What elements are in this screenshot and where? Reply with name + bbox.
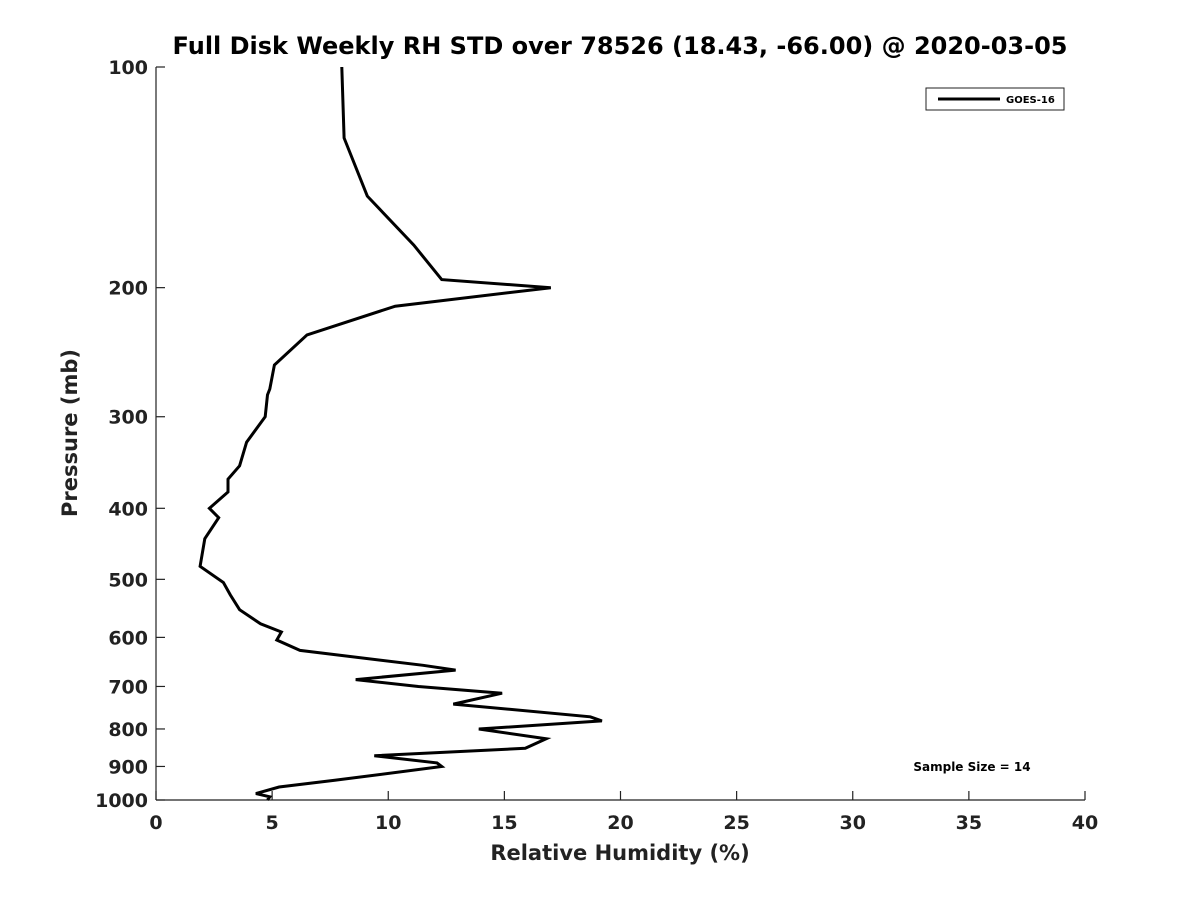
axes bbox=[155, 67, 1085, 801]
y-tick-label: 900 bbox=[108, 756, 148, 778]
y-tick-label: 200 bbox=[108, 278, 148, 300]
x-tick-label: 5 bbox=[266, 812, 279, 834]
legend: GOES-16 bbox=[925, 87, 1065, 111]
y-tick-label: 300 bbox=[108, 407, 148, 429]
y-tick-label: 600 bbox=[108, 627, 148, 649]
y-tick-label: 800 bbox=[108, 719, 148, 741]
series-layer bbox=[198, 66, 603, 801]
x-tick-label: 25 bbox=[723, 812, 749, 834]
sample-size-annotation: Sample Size = 14 bbox=[913, 760, 1030, 774]
x-tick-label: 20 bbox=[607, 812, 633, 834]
chart-title: Full Disk Weekly RH STD over 78526 (18.4… bbox=[173, 32, 1068, 60]
series-line-goes-16 bbox=[198, 66, 603, 801]
x-tick-label: 0 bbox=[149, 812, 162, 834]
x-tick-label: 15 bbox=[491, 812, 517, 834]
x-tick-label: 40 bbox=[1072, 812, 1098, 834]
x-ticks: 0 5 10 15 20 25 30 35 40 bbox=[149, 791, 1098, 834]
legend-label-goes-16: GOES-16 bbox=[1006, 95, 1055, 106]
x-tick-label: 10 bbox=[375, 812, 401, 834]
y-tick-label: 700 bbox=[108, 676, 148, 698]
y-tick-label: 500 bbox=[108, 569, 148, 591]
x-axis-label: Relative Humidity (%) bbox=[490, 841, 749, 865]
y-ticks: 100 200 300 400 500 600 700 800 900 1000 bbox=[95, 57, 165, 812]
y-tick-label: 100 bbox=[108, 57, 148, 79]
y-tick-label: 1000 bbox=[95, 790, 148, 812]
y-tick-label: 400 bbox=[108, 498, 148, 520]
x-tick-label: 30 bbox=[840, 812, 866, 834]
x-tick-label: 35 bbox=[956, 812, 982, 834]
y-axis-label: Pressure (mb) bbox=[58, 349, 82, 517]
